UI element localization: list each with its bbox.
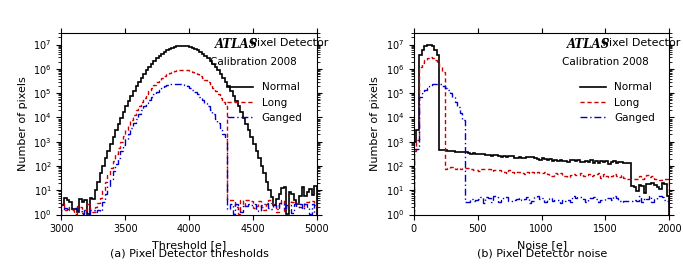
Text: Calibration 2008: Calibration 2008 xyxy=(210,57,296,67)
Title: (a) Pixel Detector thresholds: (a) Pixel Detector thresholds xyxy=(110,249,268,259)
Text: Pixel Detector: Pixel Detector xyxy=(599,39,680,48)
Y-axis label: Number of pixels: Number of pixels xyxy=(18,76,28,171)
Legend: Normal, Long, Ganged: Normal, Long, Ganged xyxy=(223,78,307,127)
Title: (b) Pixel Detector noise: (b) Pixel Detector noise xyxy=(477,249,607,259)
Legend: Normal, Long, Ganged: Normal, Long, Ganged xyxy=(576,78,659,127)
Text: Pixel Detector: Pixel Detector xyxy=(247,39,328,48)
Text: Calibration 2008: Calibration 2008 xyxy=(562,57,649,67)
X-axis label: Noise [e]: Noise [e] xyxy=(516,240,567,250)
X-axis label: Threshold [e]: Threshold [e] xyxy=(152,240,226,250)
Y-axis label: Number of pixels: Number of pixels xyxy=(370,76,380,171)
Text: ATLAS: ATLAS xyxy=(214,39,258,51)
Text: ATLAS: ATLAS xyxy=(567,39,611,51)
